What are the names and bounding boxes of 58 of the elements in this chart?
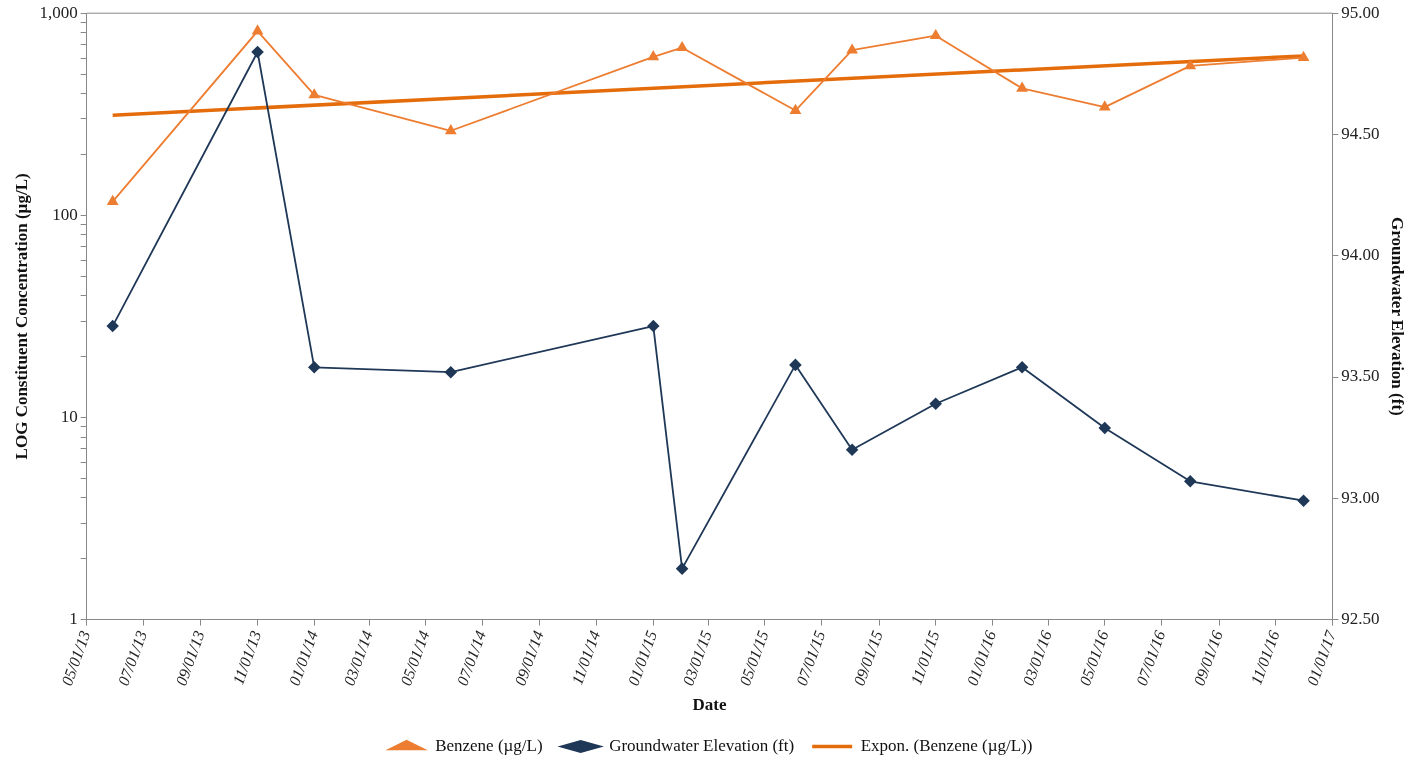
point bbox=[1099, 101, 1110, 111]
legend-label: Benzene (µg/L) bbox=[435, 735, 543, 755]
x-tick-label: 11/01/16 bbox=[1247, 628, 1283, 687]
point bbox=[676, 562, 688, 575]
legend-label: Groundwater Elevation (ft) bbox=[609, 735, 795, 755]
y2-tick-label: 93.50 bbox=[1341, 366, 1380, 386]
y-tick-label: 1,000 bbox=[39, 2, 78, 22]
y-tick-label: 10 bbox=[60, 406, 78, 426]
x-tick-label: 11/01/13 bbox=[229, 628, 265, 687]
x-tick-label: 09/01/16 bbox=[1190, 628, 1226, 688]
x-tick-label: 01/01/14 bbox=[285, 628, 322, 688]
y-tick-label: 100 bbox=[52, 204, 78, 224]
point bbox=[1184, 475, 1197, 488]
point bbox=[647, 320, 660, 332]
x-axis-title: Date bbox=[692, 695, 727, 715]
point bbox=[106, 320, 119, 332]
y2-axis-title: Groundwater Elevation (ft) bbox=[1388, 217, 1408, 416]
x-tick-label: 07/01/14 bbox=[453, 628, 490, 688]
x-tick-label: 03/01/15 bbox=[679, 628, 715, 688]
x-tick-label: 07/01/13 bbox=[114, 628, 151, 688]
point bbox=[1016, 82, 1028, 92]
point bbox=[790, 104, 801, 114]
x-tick-label: 11/01/15 bbox=[907, 628, 943, 687]
y2-tick-label: 95.00 bbox=[1341, 2, 1380, 22]
legend-label: Expon. (Benzene (µg/L)) bbox=[860, 735, 1033, 755]
point bbox=[252, 25, 263, 35]
x-tick-label: 11/01/14 bbox=[568, 628, 604, 687]
point bbox=[846, 443, 858, 456]
point bbox=[308, 361, 321, 374]
point bbox=[445, 124, 457, 135]
y-axis-title: LOG Constituent Concentration (µg/L) bbox=[11, 173, 31, 460]
point bbox=[1016, 361, 1028, 374]
x-tick-label: 09/01/15 bbox=[850, 628, 886, 688]
point bbox=[1184, 59, 1196, 70]
y2-tick-label: 92.50 bbox=[1341, 609, 1380, 629]
y-tick-label: 1 bbox=[69, 609, 78, 629]
x-tick-label: 01/01/16 bbox=[963, 628, 1000, 688]
point bbox=[1098, 422, 1111, 434]
y2-tick-label: 93.00 bbox=[1341, 487, 1380, 507]
point bbox=[929, 397, 942, 410]
x-tick-label: 01/01/17 bbox=[1303, 627, 1340, 688]
point bbox=[789, 359, 802, 371]
point bbox=[676, 41, 688, 52]
point bbox=[107, 195, 118, 205]
x-tick-label: 01/01/15 bbox=[624, 628, 661, 688]
point bbox=[1298, 51, 1309, 61]
x-tick-label: 09/01/14 bbox=[511, 628, 547, 688]
point bbox=[309, 89, 320, 99]
x-tick-label: 03/01/16 bbox=[1019, 628, 1055, 688]
point bbox=[1297, 494, 1310, 507]
y2-tick-label: 94.50 bbox=[1341, 123, 1380, 143]
y2-tick-label: 94.00 bbox=[1341, 245, 1380, 265]
point bbox=[648, 50, 659, 61]
x-tick-label: 09/01/13 bbox=[172, 628, 208, 688]
x-tick-label: 03/01/14 bbox=[340, 628, 376, 688]
point bbox=[846, 44, 858, 54]
point bbox=[444, 366, 457, 379]
point bbox=[930, 29, 941, 40]
